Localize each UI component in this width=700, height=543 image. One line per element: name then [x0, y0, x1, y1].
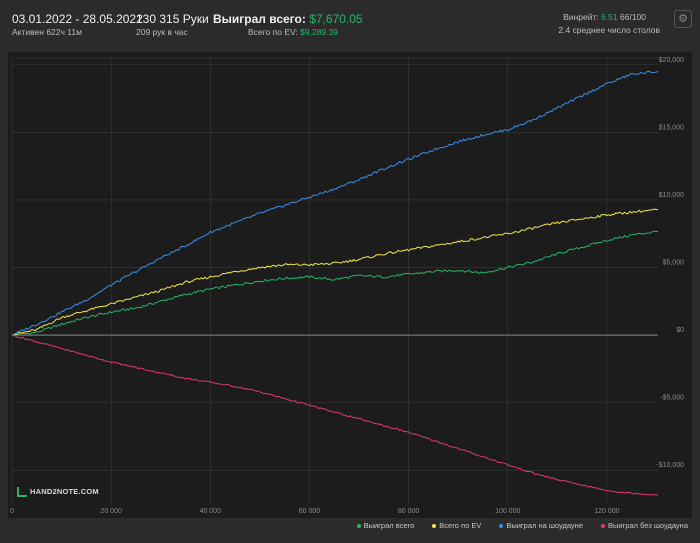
x-tick-label: 120 000 — [594, 508, 619, 515]
legend-item[interactable]: Всего по EV — [432, 521, 481, 530]
hands-per-hour: 209 рук в час — [136, 27, 188, 37]
winrate-value: 6.51 — [601, 12, 618, 22]
legend-item[interactable]: Выиграл без шоудауна — [601, 521, 688, 530]
gear-icon[interactable]: ⚙ — [674, 10, 692, 28]
summary-header: 03.01.2022 - 28.05.2022 Активен 622ч 11м… — [0, 0, 700, 52]
active-time: Активен 622ч 11м — [12, 27, 82, 37]
y-tick-label: -$5,000 — [660, 395, 684, 402]
legend-dot-icon — [601, 523, 605, 528]
legend-dot-icon — [499, 523, 504, 528]
series-line-1 — [11, 208, 659, 336]
y-tick-label: $0 — [676, 327, 684, 334]
total-won-label: Выиграл всего: — [213, 12, 306, 26]
series-line-0 — [11, 230, 659, 336]
total-won-value: $7,670.05 — [309, 12, 363, 26]
x-tick-label: 0 — [10, 508, 14, 515]
total-won: Выиграл всего: $7,670.05 — [213, 12, 363, 26]
y-tick-label: -$10,000 — [656, 462, 684, 469]
x-tick-label: 40 000 — [200, 508, 222, 515]
logo-mark-icon — [17, 487, 27, 498]
profit-chart: 0 20 000 40 000 60 000 80 000 100 000 120 000 -… — [10, 57, 685, 515]
x-tick-label: 20 000 — [100, 508, 122, 515]
hands-count: 130 315 Руки — [136, 12, 209, 26]
series-line-3 — [11, 334, 659, 496]
winrate-label: Винрейт: — [563, 12, 599, 22]
date-range[interactable]: 03.01.2022 - 28.05.2022 — [12, 12, 143, 26]
chart-legend: Выиграл всего Всего по EV Выиграл на шоуда… — [356, 521, 688, 530]
legend-item[interactable]: Выиграл на шоудауне — [499, 521, 583, 530]
winrate: Винрейт: 6.51 66/100 — [563, 12, 646, 22]
x-tick-label: 80 000 — [398, 508, 420, 515]
winrate-unit: 66/100 — [620, 12, 646, 22]
legend-label: Всего по EV — [439, 521, 482, 530]
y-tick-label: $20,000 — [659, 57, 684, 64]
y-tick-label: $5,000 — [663, 259, 685, 266]
legend-dot-icon — [432, 523, 437, 528]
legend-label: Выиграл всего — [363, 521, 415, 530]
legend-item[interactable]: Выиграл всего — [356, 521, 415, 530]
tables-average: 2.4 среднее число столов — [558, 25, 660, 35]
ev-total-value: $9,289.39 — [300, 27, 338, 37]
series-line-2 — [11, 70, 659, 336]
x-tick-label: 100 000 — [495, 508, 520, 515]
hand2note-logo: HAND2NOTE.COM — [17, 487, 99, 498]
chart-area: 0 20 000 40 000 60 000 80 000 100 000 120 000 -… — [8, 52, 692, 518]
legend-label: Выиграл без шоудауна — [608, 521, 688, 530]
x-tick-label: 60 000 — [299, 508, 321, 515]
logo-text: HAND2NOTE.COM — [30, 487, 99, 496]
legend-label: Выиграл на шоудауне — [506, 521, 583, 530]
ev-total: Всего по EV: $9,289.39 — [248, 27, 338, 37]
y-tick-label: $10,000 — [659, 192, 684, 199]
ev-total-label: Всего по EV: — [248, 27, 298, 37]
legend-dot-icon — [356, 523, 361, 528]
y-tick-label: $15,000 — [659, 124, 684, 131]
